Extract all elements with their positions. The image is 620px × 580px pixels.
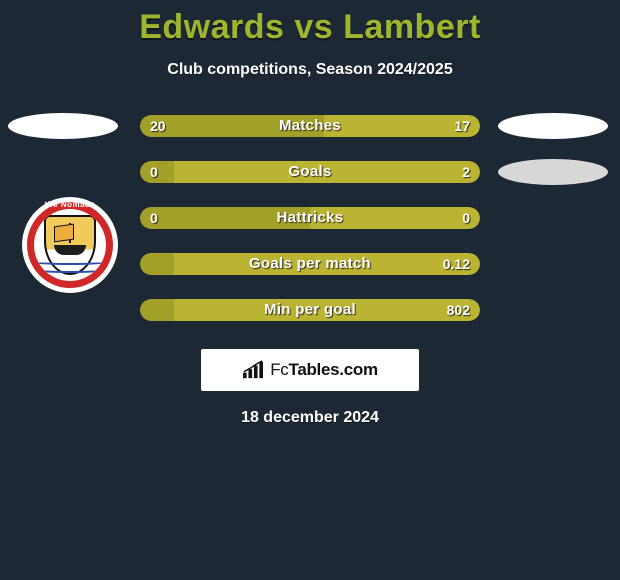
brand-text: FcTables.com — [270, 360, 378, 380]
bar-right-fill — [174, 299, 480, 321]
player-marker-right — [498, 113, 608, 139]
stats-area: the Nomads Matches2017Goals02Hattricks00… — [0, 115, 620, 321]
stat-row: Hattricks00 — [0, 207, 620, 229]
stat-row: Min per goal802 — [0, 299, 620, 321]
stat-bar: Goals per match0.12 — [140, 253, 480, 275]
date-label: 18 december 2024 — [0, 409, 620, 427]
bar-right-fill — [174, 161, 480, 183]
stat-bar: Min per goal802 — [140, 299, 480, 321]
stat-left-value: 0 — [150, 207, 158, 229]
stat-bar: Matches2017 — [140, 115, 480, 137]
player-marker-right — [498, 159, 608, 185]
stat-left-value: 0 — [150, 161, 158, 183]
bars-icon — [242, 360, 264, 380]
comparison-card: Edwards vs Lambert Club competitions, Se… — [0, 0, 620, 427]
bar-left-fill — [140, 207, 310, 229]
stat-right-value: 2 — [462, 161, 470, 183]
bar-left-fill — [140, 299, 174, 321]
subtitle: Club competitions, Season 2024/2025 — [0, 61, 620, 79]
player-marker-left — [8, 113, 118, 139]
stat-left-value: 20 — [150, 115, 166, 137]
bar-left-fill — [140, 253, 174, 275]
stat-bar: Goals02 — [140, 161, 480, 183]
page-title: Edwards vs Lambert — [0, 8, 620, 47]
branding-box: FcTables.com — [201, 349, 419, 391]
bar-left-fill — [140, 115, 324, 137]
stat-right-value: 0 — [462, 207, 470, 229]
stat-right-value: 802 — [447, 299, 470, 321]
stat-right-value: 0.12 — [443, 253, 470, 275]
stat-right-value: 17 — [454, 115, 470, 137]
stat-bar: Hattricks00 — [140, 207, 480, 229]
stat-row: Goals per match0.12 — [0, 253, 620, 275]
bar-right-fill — [310, 207, 480, 229]
bar-right-fill — [174, 253, 480, 275]
